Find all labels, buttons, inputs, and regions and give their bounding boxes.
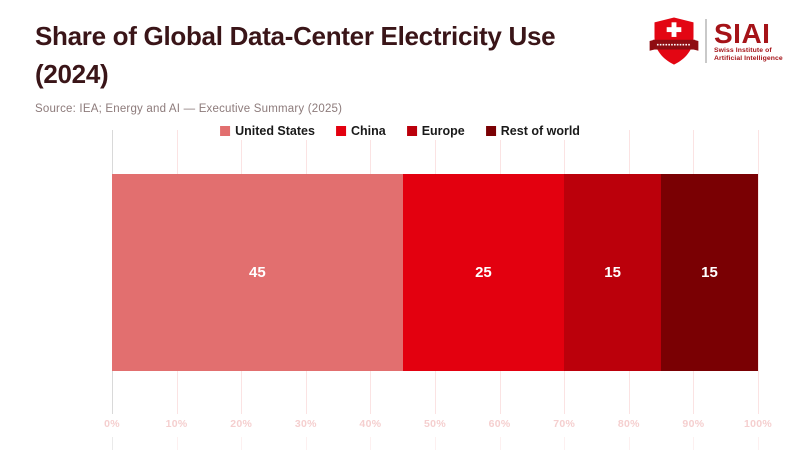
legend-label: Rest of world [500,124,580,138]
legend-label: China [350,124,386,138]
gridline [758,130,759,414]
legend-item: Rest of world [485,124,580,138]
bar-segment: 45 [112,174,403,371]
source-text: Source: IEA; Energy and AI — Executive S… [35,103,343,115]
gridline-stub [176,437,178,450]
gridline-stub [758,437,759,450]
gridline-stub [693,437,695,450]
gridline-stub [499,437,501,450]
bar-segment-label: 25 [475,264,492,281]
gridline-stub [435,437,436,450]
gridline-stub [305,437,307,450]
legend-item: Europe [406,124,465,138]
bar-segment-label: 15 [701,264,718,281]
x-tick-label: 50% [424,418,446,430]
logo-org-line-2: Artificial Intelligence [714,54,783,62]
page-title: Share of Global Data-Center Electricity … [35,17,655,93]
legend-swatch-icon [335,126,346,136]
legend-label: Europe [421,124,465,138]
x-tick-label: 90% [682,418,705,430]
logo-acronym: SIAI [714,17,771,49]
x-tick-label: 80% [617,418,640,430]
siai-logo: SIAI Swiss Institute of Artificial Intel… [648,14,783,68]
x-tick-label: 100% [743,418,773,430]
gridline-stub [112,437,113,450]
legend-label: United States [235,124,315,138]
legend-item: United States [220,124,315,138]
legend: United States China Europe Rest of world [214,122,586,140]
bar-segment-label: 15 [604,264,621,281]
x-tick-label: 30% [294,418,317,430]
gridline-stub [628,437,630,450]
legend-swatch-icon [406,126,417,136]
legend-swatch-icon [220,126,231,136]
plot-area: 45 25 15 15 0% 10% 20% 30% 40% 50% 60% 70% 80% 90% 10… [104,130,772,450]
x-tick-label: 10% [165,418,188,430]
logo-org-line-1: Swiss Institute of [714,46,772,54]
logo-text: SIAI Swiss Institute of Artificial Intel… [714,17,783,63]
x-tick-label: 20% [230,418,253,430]
x-tick-label: 70% [553,418,576,430]
bar-segment: 15 [661,174,758,371]
gridline-stub [241,437,243,450]
x-tick-label: 0% [104,418,120,430]
swiss-shield-icon [649,17,699,65]
logo-divider [705,19,707,63]
gridline-stub [370,437,372,450]
bar-segment-label: 45 [249,264,266,281]
stacked-bar: 45 25 15 15 [112,174,758,371]
gridline-stub [564,437,566,450]
legend-swatch-icon [485,126,496,136]
title-line-1: Share of Global Data-Center Electricity … [35,21,556,51]
bar-segment: 25 [402,174,565,371]
legend-item: China [335,124,386,138]
x-tick-label: 60% [488,418,511,430]
title-line-2: (2024) [35,59,109,89]
x-tick-label: 40% [359,418,382,430]
bar-segment: 15 [564,174,662,371]
